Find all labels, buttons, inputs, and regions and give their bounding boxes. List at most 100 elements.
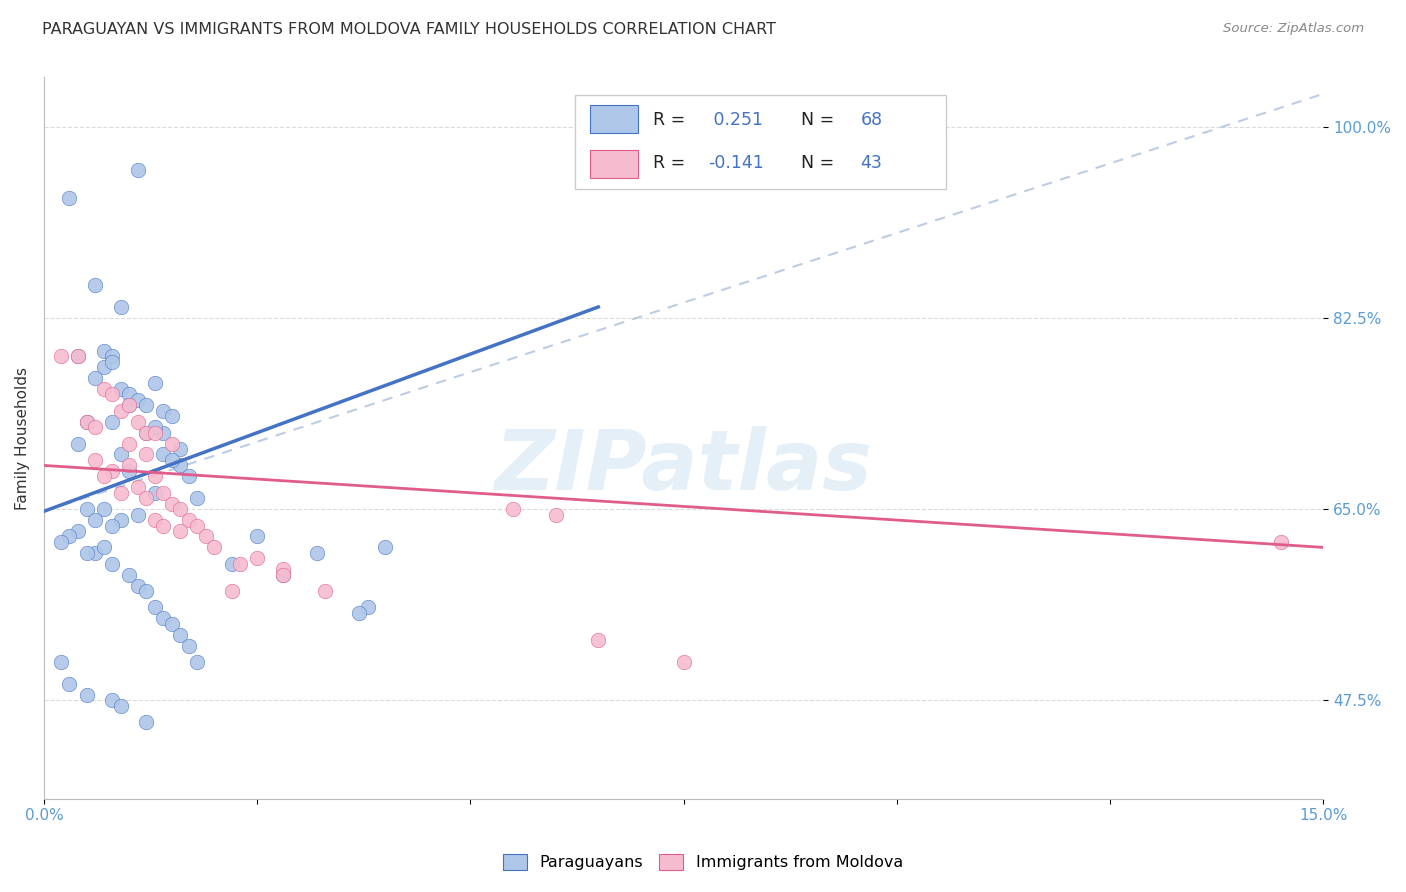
Point (127, 163, 149, 178)
Point (84, 453, 107, 467)
Point (84, 513, 107, 527)
Point (101, 349, 124, 363)
Point (314, 584, 336, 599)
Point (160, 409, 183, 424)
Point (152, 611, 174, 625)
Point (58, 191, 80, 205)
Point (169, 442, 191, 456)
Point (169, 524, 191, 538)
Point (160, 616, 183, 631)
Point (84, 546, 107, 560)
Point (110, 404, 132, 418)
Point (127, 579, 149, 593)
Legend: Paraguayans, Immigrants from Moldova: Paraguayans, Immigrants from Moldova (496, 848, 910, 877)
Point (152, 448, 174, 462)
Point (246, 529, 269, 543)
Point (135, 584, 157, 599)
Point (221, 557, 243, 571)
Point (169, 628, 191, 642)
Point (160, 497, 183, 511)
Point (76, 415, 98, 429)
Point (93, 343, 115, 358)
Point (135, 398, 157, 412)
Point (1270, 535, 1292, 549)
Point (177, 513, 200, 527)
Point (186, 491, 208, 506)
Point (169, 458, 191, 473)
Point (49, 535, 72, 549)
Point (101, 464, 124, 478)
Point (143, 513, 166, 527)
Point (186, 518, 208, 533)
Point (93, 360, 115, 375)
Point (135, 425, 157, 440)
Point (246, 551, 269, 566)
Point (135, 448, 157, 462)
Point (374, 541, 396, 555)
Point (502, 502, 524, 516)
Point (135, 425, 157, 440)
Point (152, 518, 174, 533)
Point (66, 524, 89, 538)
Point (49, 655, 72, 669)
Point (84, 420, 107, 434)
Point (93, 502, 115, 516)
Point (110, 448, 132, 462)
Text: Source: ZipAtlas.com: Source: ZipAtlas.com (1223, 22, 1364, 36)
Point (93, 469, 115, 483)
Point (76, 688, 98, 702)
Point (127, 480, 149, 494)
Point (49, 349, 72, 363)
Point (76, 415, 98, 429)
Point (101, 693, 124, 707)
Point (143, 600, 166, 615)
Point (204, 541, 226, 555)
Point (118, 458, 141, 473)
Point (127, 508, 149, 522)
Text: PARAGUAYAN VS IMMIGRANTS FROM MOLDOVA FAMILY HOUSEHOLDS CORRELATION CHART: PARAGUAYAN VS IMMIGRANTS FROM MOLDOVA FA… (42, 22, 776, 37)
Point (66, 349, 89, 363)
Point (58, 529, 80, 543)
Point (110, 485, 132, 500)
Point (84, 371, 107, 385)
Point (152, 485, 174, 500)
Point (143, 485, 166, 500)
Point (118, 464, 141, 478)
Point (66, 349, 89, 363)
Point (152, 404, 174, 418)
Point (110, 513, 132, 527)
Point (101, 557, 124, 571)
Point (110, 698, 132, 713)
Point (118, 398, 141, 412)
Point (118, 387, 141, 401)
Point (101, 387, 124, 401)
Point (84, 278, 107, 293)
Point (143, 376, 166, 391)
Point (66, 436, 89, 450)
Point (305, 546, 328, 560)
Point (101, 415, 124, 429)
Point (357, 600, 380, 615)
Point (76, 546, 98, 560)
Point (101, 354, 124, 368)
Point (143, 469, 166, 483)
Point (221, 584, 243, 599)
Point (672, 655, 695, 669)
Point (186, 655, 208, 669)
Point (127, 392, 149, 407)
Point (58, 677, 80, 691)
Y-axis label: Family Households: Family Households (15, 367, 30, 509)
Point (110, 300, 132, 314)
Point (110, 382, 132, 396)
Point (588, 633, 610, 648)
Point (127, 415, 149, 429)
Point (135, 491, 157, 506)
Point (271, 562, 294, 576)
Point (169, 502, 191, 516)
Point (194, 529, 217, 543)
Point (101, 518, 124, 533)
Point (160, 436, 183, 450)
Point (93, 382, 115, 396)
Point (118, 567, 141, 582)
Point (160, 453, 183, 467)
